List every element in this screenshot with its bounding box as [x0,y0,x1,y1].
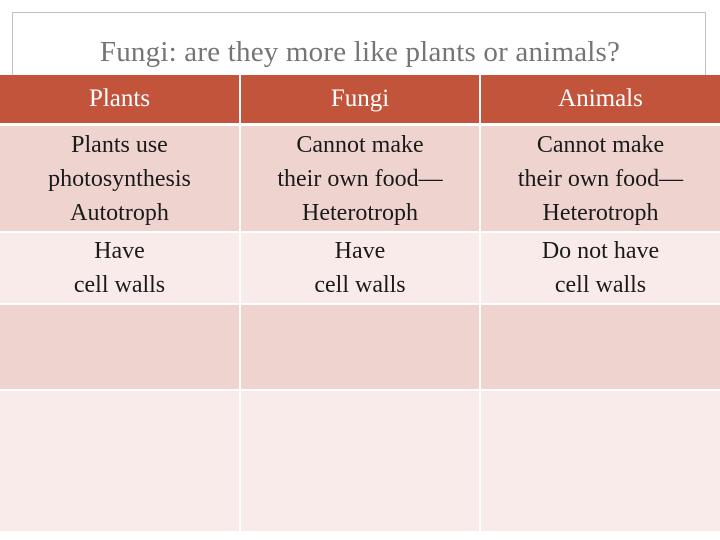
table-cell-empty [480,304,720,391]
table-row: Plants use photosynthesis Autotroph Cann… [0,124,720,233]
table-cell-empty [240,390,481,533]
table-cell-empty [0,390,241,533]
header-animals: Animals [480,75,720,126]
header-plants: Plants [0,75,241,126]
cell-line: cell walls [73,272,166,298]
table-cell-empty [480,390,720,533]
cell-line: Heterotroph [302,199,418,226]
cell-line: Do not have [541,238,660,264]
cell-line: Plants use [71,131,168,158]
table-header-row: Plants Fungi Animals [0,75,720,126]
cell-line: Cannot make [296,131,424,158]
table-row-empty [0,390,720,533]
table-row-empty [0,304,720,391]
table-cell-empty [240,304,481,391]
cell-line: cell walls [554,272,647,298]
cell-line: their own food— [517,165,684,192]
cell-line: cell walls [314,272,406,298]
table-cell-plants: Have cell walls [0,232,241,305]
cell-line: Have [334,238,386,264]
table-cell-fungi: Have cell walls [240,232,481,305]
table-cell-empty [0,304,241,391]
cell-line: Have [94,238,145,264]
table-cell-fungi: Cannot make their own food— Heterotroph [240,124,481,233]
cell-line: Heterotroph [542,199,659,226]
header-fungi: Fungi [240,75,481,126]
cell-line: photosynthesis [48,165,191,192]
slide-title: Fungi: are they more like plants or anim… [99,36,621,68]
table-cell-plants: Plants use photosynthesis Autotroph [0,124,241,233]
cell-line: Autotroph [70,199,169,226]
cell-line: their own food— [277,165,443,192]
cell-line: Cannot make [536,131,665,158]
comparison-table: Plants Fungi Animals Plants use photosyn… [0,75,720,533]
table-cell-animals: Do not have cell walls [480,232,720,305]
table-row: Have cell walls Have cell walls Do not h… [0,232,720,305]
table-cell-animals: Cannot make their own food— Heterotroph [480,124,720,233]
